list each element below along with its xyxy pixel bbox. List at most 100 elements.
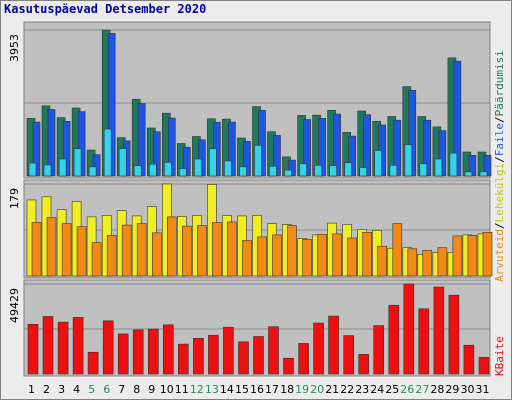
day-label-11: 11 (175, 383, 189, 396)
bar-arvuteid-day-25 (392, 223, 403, 277)
bar-leheklgi-day-2 (43, 164, 52, 177)
bar-kbaite-day-11 (178, 343, 189, 375)
bar-leheklgi-day-15 (239, 166, 247, 177)
bar-arvuteid-day-29 (452, 235, 463, 277)
bar-leheklgi-day-8 (133, 165, 142, 177)
bar-kbaite-day-31 (478, 357, 490, 375)
day-label-29: 29 (445, 383, 459, 396)
bar-leheklgi-day-22 (344, 162, 353, 177)
bar-kbaite-day-16 (253, 336, 264, 375)
day-label-18: 18 (280, 383, 294, 396)
bar-faile-day-10 (168, 117, 176, 177)
y-max-label-1: 3953 (8, 34, 21, 62)
bar-faile-day-12 (198, 139, 206, 177)
day-label-20: 20 (310, 383, 324, 396)
bar-faile-day-2 (47, 109, 56, 177)
bar-arvuteid-day-9 (152, 232, 162, 277)
bar-leheklgi-day-27 (419, 163, 428, 177)
day-label-6: 6 (103, 383, 110, 396)
bar-faile-day-26 (408, 90, 417, 177)
bar-kbaite-day-7 (117, 333, 129, 375)
day-label-1: 1 (28, 383, 35, 396)
day-label-28: 28 (430, 383, 444, 396)
bar-faile-day-6 (107, 33, 116, 177)
bar-arvuteid-day-19 (302, 239, 312, 277)
bar-kbaite-day-25 (388, 304, 400, 375)
bar-leheklgi-day-13 (209, 148, 217, 177)
bar-leheklgi-day-10 (164, 162, 172, 177)
bar-kbaite-day-24 (373, 325, 385, 375)
day-label-3: 3 (58, 383, 65, 396)
bar-arvuteid-day-13 (212, 222, 222, 277)
bar-arvuteid-day-10 (167, 216, 177, 277)
bar-leheklgi-day-6 (103, 128, 112, 177)
bar-faile-day-22 (348, 135, 357, 177)
bar-arvuteid-day-4 (76, 226, 87, 277)
bar-arvuteid-day-22 (347, 237, 358, 277)
bar-leheklgi-day-24 (374, 150, 383, 177)
bar-faile-day-16 (258, 110, 266, 177)
bar-faile-day-11 (183, 146, 191, 177)
legend-lehekulgi: Lehekülgi (493, 163, 506, 223)
bar-arvuteid-day-21 (332, 233, 342, 277)
day-label-8: 8 (133, 383, 140, 396)
bar-leheklgi-day-11 (179, 168, 187, 177)
bar-arvuteid-day-14 (227, 221, 237, 277)
bar-arvuteid-day-20 (317, 234, 327, 277)
bar-arvuteid-day-15 (242, 240, 252, 277)
bar-kbaite-day-6 (102, 320, 114, 375)
day-label-5: 5 (88, 383, 95, 396)
day-label-4: 4 (73, 383, 80, 396)
bar-kbaite-day-29 (448, 294, 460, 375)
bar-leheklgi-day-17 (269, 166, 277, 177)
bar-arvuteid-day-5 (91, 242, 102, 277)
bar-leheklgi-day-12 (194, 158, 202, 177)
legend-separator: / (493, 222, 506, 229)
bar-leheklgi-day-21 (329, 165, 337, 177)
day-label-23: 23 (355, 383, 369, 396)
bar-arvuteid-day-17 (272, 234, 282, 277)
legend-separator: / (493, 116, 506, 123)
bar-kbaite-day-26 (403, 283, 415, 375)
bar-arvuteid-day-7 (121, 224, 132, 277)
bar-faile-day-19 (303, 119, 311, 177)
day-label-27: 27 (415, 383, 429, 396)
bar-arvuteid-day-1 (31, 222, 42, 277)
bar-faile-day-28 (438, 130, 447, 177)
day-label-26: 26 (400, 383, 414, 396)
day-label-17: 17 (265, 383, 279, 396)
bar-faile-day-27 (423, 119, 432, 177)
bar-faile-day-31 (483, 155, 492, 177)
bar-leheklgi-day-19 (299, 163, 307, 177)
bar-arvuteid-day-3 (61, 223, 72, 277)
bar-arvuteid-day-30 (467, 235, 478, 277)
bar-arvuteid-day-2 (46, 217, 57, 277)
bar-kbaite-day-10 (163, 324, 174, 375)
bar-kbaite-day-18 (283, 357, 294, 375)
bar-leheklgi-day-29 (449, 152, 458, 177)
bar-kbaite-day-27 (418, 308, 430, 375)
bar-arvuteid-day-8 (136, 223, 147, 277)
bar-arvuteid-day-6 (106, 235, 117, 277)
bar-leheklgi-day-7 (118, 148, 127, 177)
bar-leheklgi-day-30 (464, 171, 473, 177)
bar-faile-day-4 (77, 111, 86, 177)
bar-leheklgi-day-9 (149, 163, 157, 177)
bar-faile-day-9 (153, 131, 161, 177)
bar-faile-day-30 (468, 155, 477, 177)
day-label-16: 16 (250, 383, 264, 396)
bar-faile-day-3 (62, 121, 71, 177)
y-max-label-3: 49429 (8, 288, 21, 323)
bar-arvuteid-day-24 (377, 245, 388, 277)
bar-faile-day-15 (243, 141, 251, 177)
right-legend-upper: Arvuteid/Lehekülgi/Faile/Päärdumisi (493, 50, 506, 282)
bar-arvuteid-day-31 (482, 232, 493, 277)
bar-kbaite-day-3 (57, 321, 69, 375)
day-label-15: 15 (235, 383, 249, 396)
bar-arvuteid-day-11 (182, 225, 192, 277)
bar-kbaite-day-12 (193, 337, 204, 375)
bar-kbaite-day-15 (238, 341, 249, 375)
bar-kbaite-day-2 (42, 316, 54, 375)
bar-faile-day-17 (273, 135, 281, 177)
